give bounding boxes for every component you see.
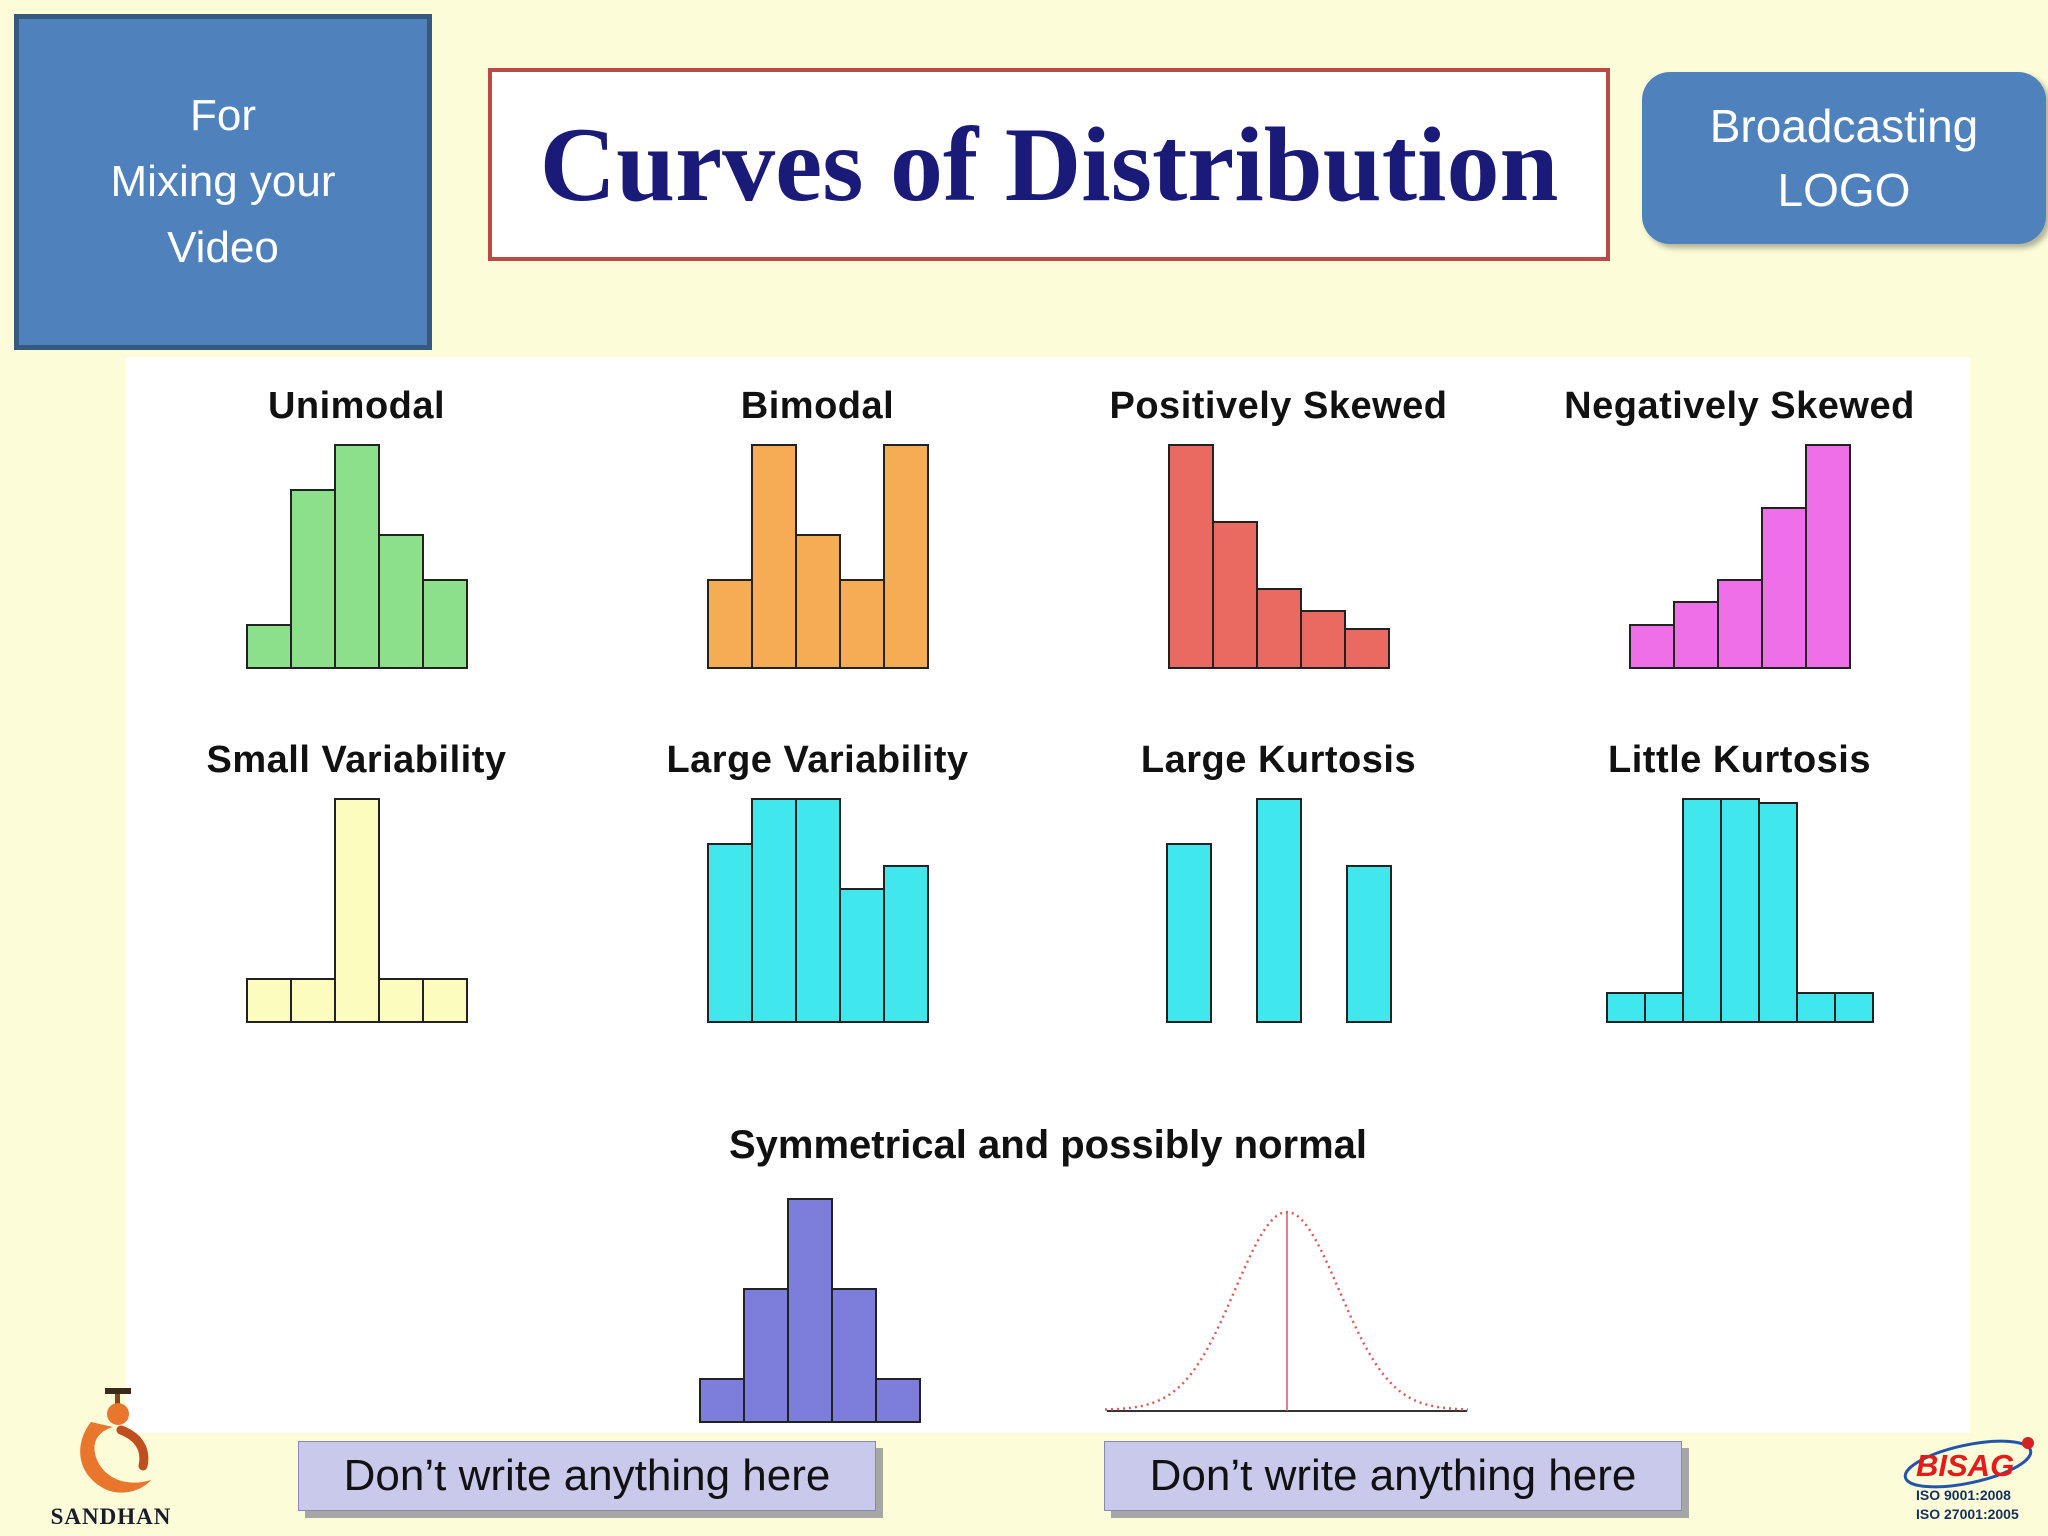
charts-grid: Unimodal Bimodal Positively Skewed Negat…: [126, 357, 1970, 1023]
histogram-bar: [421, 579, 468, 669]
histogram-bar: [333, 444, 380, 669]
sandhan-label: SANDHAN: [50, 1504, 172, 1529]
histogram-bar: [1605, 992, 1646, 1023]
chart-bars-bimodal: [706, 444, 929, 669]
chart-title-negatively-skewed: Negatively Skewed: [1564, 385, 1915, 427]
chart-bars-symmetrical: [699, 1198, 921, 1423]
histogram-bar: [1345, 865, 1392, 1023]
chart-title-bimodal: Bimodal: [740, 385, 895, 427]
normal-curve: [1105, 1210, 1469, 1412]
video-note-line-2: Mixing your: [110, 157, 336, 206]
histogram-bar: [1760, 507, 1807, 669]
histogram-bar: [794, 798, 841, 1023]
bell-curve-path: [1105, 1210, 1469, 1411]
histogram-bar: [1681, 798, 1722, 1023]
histogram-bar: [421, 978, 468, 1023]
video-note-line-1: For: [190, 91, 256, 140]
histogram-bar: [787, 1198, 833, 1423]
chart-large-variability: Large Variability: [587, 739, 1048, 1023]
histogram-bar: [838, 888, 885, 1023]
histogram-bar: [875, 1378, 921, 1423]
histogram-bar: [1167, 444, 1214, 669]
chart-negatively-skewed: Negatively Skewed: [1509, 385, 1970, 669]
sandhan-icon: [80, 1388, 151, 1493]
chart-positively-skewed: Positively Skewed: [1048, 385, 1509, 669]
chart-bars-unimodal: [245, 444, 468, 669]
histogram-bar: [333, 798, 380, 1023]
histogram-bar: [706, 579, 753, 669]
histogram-bar: [750, 798, 797, 1023]
histogram-bar: [743, 1288, 789, 1423]
histogram-bar: [1804, 444, 1851, 669]
chart-bars-large-variability: [706, 798, 929, 1023]
chart-title-large-variability: Large Variability: [666, 739, 969, 781]
histogram-bar: [245, 978, 292, 1023]
chart-title-symmetrical: Symmetrical and possibly normal: [729, 1123, 1367, 1167]
histogram-bar: [245, 624, 292, 669]
video-note-line-3: Video: [167, 223, 279, 272]
chart-unimodal: Unimodal: [126, 385, 587, 669]
histogram-bar: [750, 444, 797, 669]
histogram-bar: [377, 534, 424, 669]
title-box: Curves of Distribution: [488, 68, 1610, 261]
bisag-iso-2: ISO 27001:2005: [1916, 1506, 2019, 1522]
histogram-bar: [289, 489, 336, 669]
histogram-bar: [1628, 624, 1675, 669]
chart-bimodal: Bimodal: [587, 385, 1048, 669]
histogram-bar: [1343, 628, 1390, 669]
chart-bars-large-kurtosis: [1165, 798, 1392, 1023]
broadcasting-logo-box: Broadcasting LOGO: [1642, 72, 2046, 244]
chart-large-kurtosis: Large Kurtosis: [1048, 739, 1509, 1023]
bisag-name: BISAG: [1916, 1448, 2014, 1483]
chart-bars-little-kurtosis: [1605, 798, 1874, 1023]
broadcasting-logo-line-1: Broadcasting: [1709, 99, 1979, 152]
chart-bars-small-variability: [245, 798, 468, 1023]
histogram-bar: [1833, 992, 1874, 1023]
histogram-bar: [831, 1288, 877, 1423]
broadcasting-logo-line-2: LOGO: [1777, 164, 1911, 216]
histogram-bar: [1643, 992, 1684, 1023]
chart-bars-positively-skewed: [1167, 444, 1390, 669]
histogram-bar: [1795, 992, 1836, 1023]
sandhan-logo: SANDHAN: [36, 1358, 186, 1530]
footer-note-left: Don’t write anything here: [298, 1441, 876, 1511]
page-title: Curves of Distribution: [539, 105, 1559, 223]
bisag-logo: BISAG ISO 9001:2008 ISO 27001:2005: [1896, 1436, 2044, 1532]
histogram-bar: [1757, 802, 1798, 1023]
histogram-bar: [1255, 588, 1302, 669]
video-note-box: For Mixing your Video: [14, 14, 432, 350]
bisag-iso-1: ISO 9001:2008: [1916, 1487, 2011, 1503]
histogram-bar: [377, 978, 424, 1023]
symmetrical-row: [699, 1198, 1970, 1423]
histogram-bar: [838, 579, 885, 669]
bisag-icon: BISAG ISO 9001:2008 ISO 27001:2005: [1903, 1437, 2034, 1522]
histogram-bar: [699, 1378, 745, 1423]
histogram-bar: [289, 978, 336, 1023]
chart-title-positively-skewed: Positively Skewed: [1109, 385, 1448, 427]
footer-note-right: Don’t write anything here: [1104, 1441, 1682, 1511]
symmetrical-section: Symmetrical and possibly normal: [126, 1023, 1970, 1423]
histogram-bar: [1672, 601, 1719, 669]
histogram-bar: [882, 444, 929, 669]
histogram-bar: [1165, 843, 1212, 1023]
chart-title-large-kurtosis: Large Kurtosis: [1140, 739, 1417, 781]
chart-title-little-kurtosis: Little Kurtosis: [1608, 739, 1871, 781]
histogram-bar: [1299, 610, 1346, 669]
histogram-bar: [1719, 798, 1760, 1023]
chart-little-kurtosis: Little Kurtosis: [1509, 739, 1970, 1023]
bisag-swoosh: [1903, 1439, 2033, 1489]
histogram-bar: [794, 534, 841, 669]
histogram-bar: [1255, 798, 1302, 1023]
histogram-bar: [882, 865, 929, 1023]
chart-title-small-variability: Small Variability: [206, 739, 507, 781]
chart-small-variability: Small Variability: [126, 739, 587, 1023]
chart-title-unimodal: Unimodal: [267, 385, 446, 427]
charts-panel: Unimodal Bimodal Positively Skewed Negat…: [126, 357, 1970, 1433]
histogram-bar: [706, 843, 753, 1023]
bisag-dot: [2022, 1437, 2034, 1449]
chart-bars-negatively-skewed: [1628, 444, 1851, 669]
histogram-bar: [1716, 579, 1763, 669]
histogram-bar: [1211, 521, 1258, 669]
